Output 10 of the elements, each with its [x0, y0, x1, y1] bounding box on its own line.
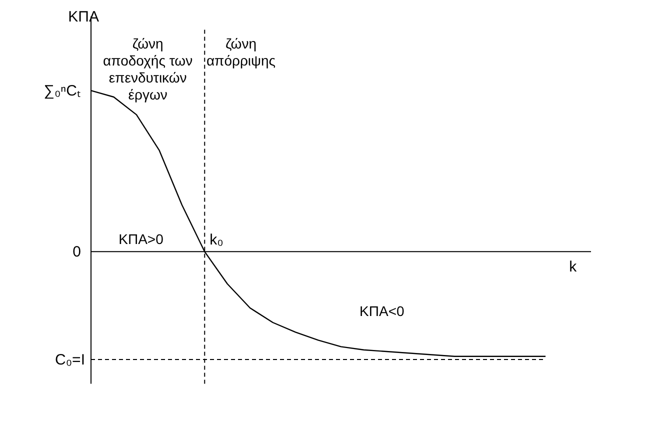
annotation: 0: [72, 244, 81, 261]
text: ζώνη απόρριψης: [206, 35, 276, 68]
annotation: ∑₀ⁿCₜ: [44, 82, 81, 100]
annotation: ζώνη αποδοχής των επενδυτικών έργων: [103, 35, 193, 102]
y-axis-title: ΚΠΑ: [68, 8, 99, 26]
ref-line-label: C₀=I: [55, 352, 85, 369]
annotation: k₀: [210, 232, 224, 249]
annotation: ΚΠΑ>0: [118, 230, 164, 247]
annotation: ΚΠΑ<0: [360, 302, 404, 319]
x-axis-title: k: [569, 258, 578, 276]
